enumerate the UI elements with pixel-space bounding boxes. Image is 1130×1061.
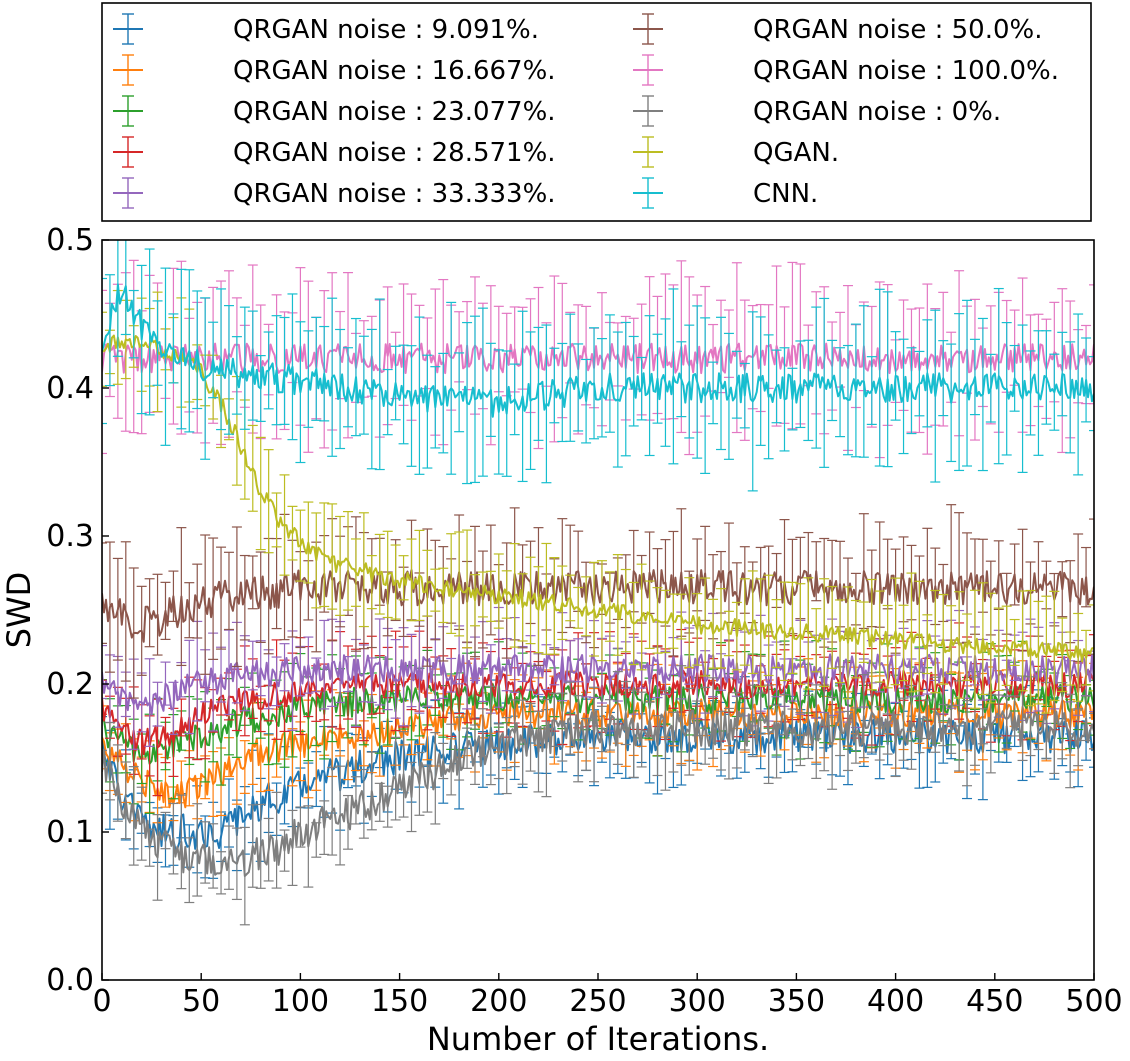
x-tick-label: 450: [966, 984, 1023, 1019]
legend-swatch: [633, 177, 663, 209]
legend-items: QRGAN noise : 9.091%. QRGAN noise : 16.66…: [113, 13, 1059, 209]
legend-label: QRGAN noise : 9.091%.: [233, 15, 539, 45]
legend-swatch: [633, 13, 663, 45]
series-line: [102, 698, 1094, 809]
legend-item: QRGAN noise : 23.077%.: [113, 95, 556, 127]
y-tick-label: 0.4: [46, 371, 94, 406]
legend-item: QRGAN noise : 16.667%.: [113, 54, 556, 86]
legend-label: QRGAN noise : 0%.: [753, 97, 1001, 127]
series-line: [102, 569, 1094, 643]
y-tick-label: 0.1: [46, 815, 94, 850]
legend-swatch: [113, 177, 143, 209]
x-tick-label: 150: [371, 984, 428, 1019]
legend-frame: [101, 2, 1092, 222]
legend-swatch: [633, 95, 663, 127]
legend-swatch: [113, 95, 143, 127]
series-line: [102, 709, 1094, 878]
legend-label: CNN.: [753, 179, 818, 209]
x-tick-label: 100: [272, 984, 329, 1019]
legend-item: QRGAN noise : 50.0%.: [633, 13, 1042, 45]
series-8: [102, 665, 1094, 926]
series-line: [102, 334, 1094, 663]
legend-item: QRGAN noise : 33.333%.: [113, 177, 556, 209]
legend-swatch: [113, 13, 143, 45]
legend-swatch: [633, 136, 663, 168]
plot-frame: [101, 239, 1095, 981]
legend-item: QGAN.: [633, 136, 839, 168]
series-error-bars: [102, 240, 1094, 492]
series-line: [102, 283, 1094, 418]
x-tick-label: 400: [867, 984, 924, 1019]
x-tick-label: 350: [768, 984, 825, 1019]
series-line: [102, 653, 1094, 716]
legend-label: QRGAN noise : 23.077%.: [233, 97, 556, 127]
x-tick-label: 200: [470, 984, 527, 1019]
x-tick-label: 500: [1065, 984, 1122, 1019]
series-layer: [102, 240, 1094, 926]
x-tick-label: 250: [569, 984, 626, 1019]
legend: QRGAN noise : 9.091%. QRGAN noise : 16.66…: [101, 2, 1092, 222]
legend-label: QGAN.: [753, 138, 839, 168]
legend-item: QRGAN noise : 9.091%.: [113, 13, 539, 45]
legend-item: QRGAN noise : 28.571%.: [113, 136, 556, 168]
y-tick-label: 0.3: [46, 519, 94, 554]
y-tick-label: 0.0: [46, 963, 94, 998]
legend-label: QRGAN noise : 100.0%.: [753, 56, 1059, 86]
series-7: [102, 259, 1094, 459]
y-axis-title: SWD: [0, 572, 38, 649]
x-tick-label: 50: [182, 984, 220, 1019]
axes-layer: 0 50 100 150 200 250 300 350 400 450 500 0.0 0.1 0.2 0…: [46, 223, 1122, 1019]
legend-item: QRGAN noise : 100.0%.: [633, 54, 1059, 86]
legend-label: QRGAN noise : 33.333%.: [233, 179, 556, 209]
y-tick-label: 0.2: [46, 667, 94, 702]
y-tick-label: 0.5: [46, 223, 94, 258]
x-tick-label: 0: [92, 984, 111, 1019]
x-axis-title: Number of Iterations.: [427, 1020, 769, 1058]
legend-item: QRGAN noise : 0%.: [633, 95, 1001, 127]
legend-label: QRGAN noise : 28.571%.: [233, 138, 556, 168]
legend-swatch: [633, 54, 663, 86]
legend-swatch: [113, 54, 143, 86]
legend-swatch: [113, 136, 143, 168]
series-10: [102, 240, 1094, 492]
legend-label: QRGAN noise : 16.667%.: [233, 56, 556, 86]
series-line: [102, 342, 1094, 375]
series-9: [102, 289, 1094, 714]
legend-label: QRGAN noise : 50.0%.: [753, 15, 1042, 45]
x-tick-label: 300: [669, 984, 726, 1019]
series-line: [102, 669, 1094, 756]
legend-item: CNN.: [633, 177, 818, 209]
